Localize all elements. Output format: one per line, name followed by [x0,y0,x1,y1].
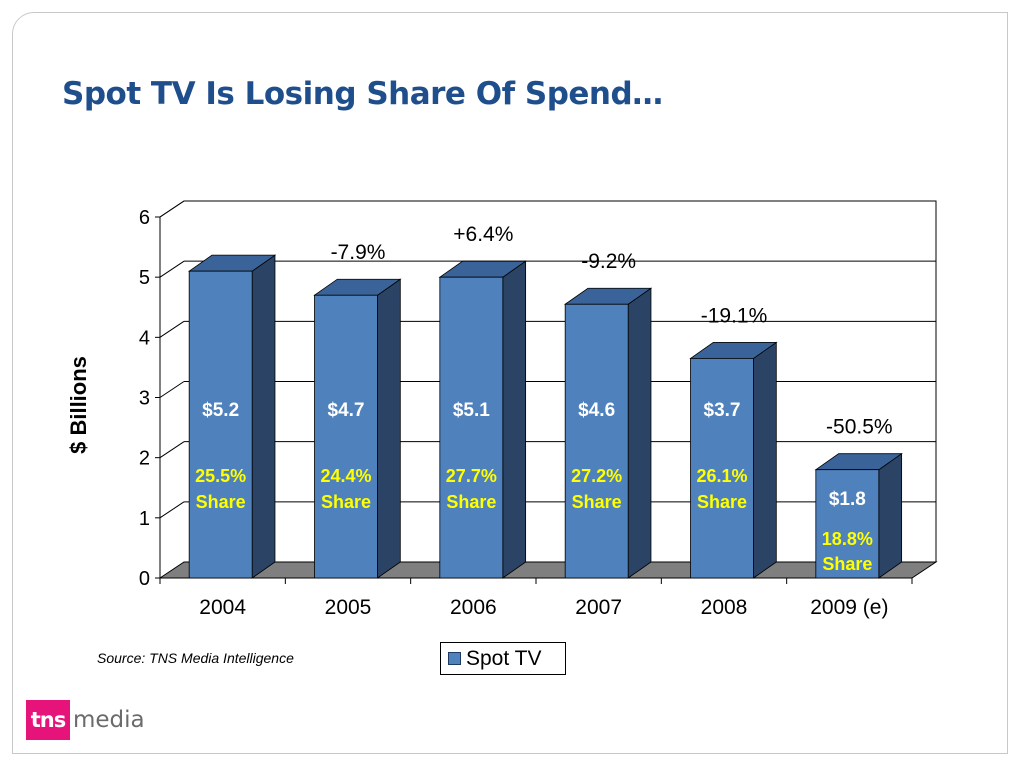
bar-side [627,287,652,579]
y-tick-label: 1 [139,508,150,530]
gridline-diagonal [159,381,185,398]
chart-legend: Spot TV [440,642,566,675]
y-tick-label: 4 [139,327,150,349]
change-annotation: +6.4% [453,223,513,246]
bar [564,303,629,579]
bar-side [878,452,903,579]
data-label: $1.8 [829,489,866,510]
logo-word: media [73,707,145,733]
share-word-label: Share [822,554,872,574]
change-annotation: -19.1% [701,304,768,327]
y-tick-label: 6 [139,207,150,229]
gridline-diagonal [159,260,185,278]
y-tick-label: 0 [139,568,150,590]
gridline-diagonal [159,200,185,218]
source-note: Source: TNS Media Intelligence [97,650,294,666]
bar-side [251,254,276,579]
bar-side [502,260,527,579]
share-percent-label: 26.1% [696,466,747,486]
bar [690,357,754,579]
share-percent-label: 18.8% [822,529,873,549]
gridline-diagonal [159,320,185,338]
x-tick-label: 2007 [575,596,622,619]
share-word-label: Share [196,492,246,512]
bar-side [377,278,401,579]
gridline-diagonal [159,501,185,519]
bar-side [753,341,777,579]
share-percent-label: 25.5% [195,466,246,486]
y-tick-label: 5 [139,267,150,289]
y-tick-label: 2 [139,448,150,470]
legend-swatch [448,652,461,665]
data-label: $4.7 [328,400,365,421]
data-label: $5.1 [453,400,490,421]
y-axis-label: $ Billions [66,356,91,454]
change-annotation: -9.2% [581,250,636,273]
logo-mark: tns [26,700,70,740]
y-tick-label: 3 [139,388,150,410]
share-word-label: Share [697,492,747,512]
share-word-label: Share [321,492,371,512]
share-percent-label: 27.2% [571,466,622,486]
data-label: $3.7 [704,400,741,421]
bar [314,294,378,579]
share-percent-label: 27.7% [446,466,497,486]
tns-media-logo: tns media [26,700,145,740]
slide-frame [12,12,1008,754]
x-tick-label: 2005 [325,596,372,619]
x-tick-label: 2006 [450,596,497,619]
bar [815,469,880,579]
data-label: $4.6 [578,400,615,421]
x-tick-label: 2008 [701,596,748,619]
change-annotation: -50.5% [826,416,893,439]
change-annotation: -7.9% [331,241,386,264]
bar [188,270,253,579]
share-word-label: Share [446,492,496,512]
gridline-diagonal [159,441,185,459]
share-word-label: Share [572,492,622,512]
share-percent-label: 24.4% [320,466,371,486]
x-tick-label: 2004 [199,596,246,619]
x-tick-label: 2009 (e) [810,596,888,619]
bar [439,276,504,579]
slide-title: Spot TV Is Losing Share Of Spend… [62,76,663,112]
data-label: $5.2 [202,400,239,421]
legend-label: Spot TV [466,646,542,670]
